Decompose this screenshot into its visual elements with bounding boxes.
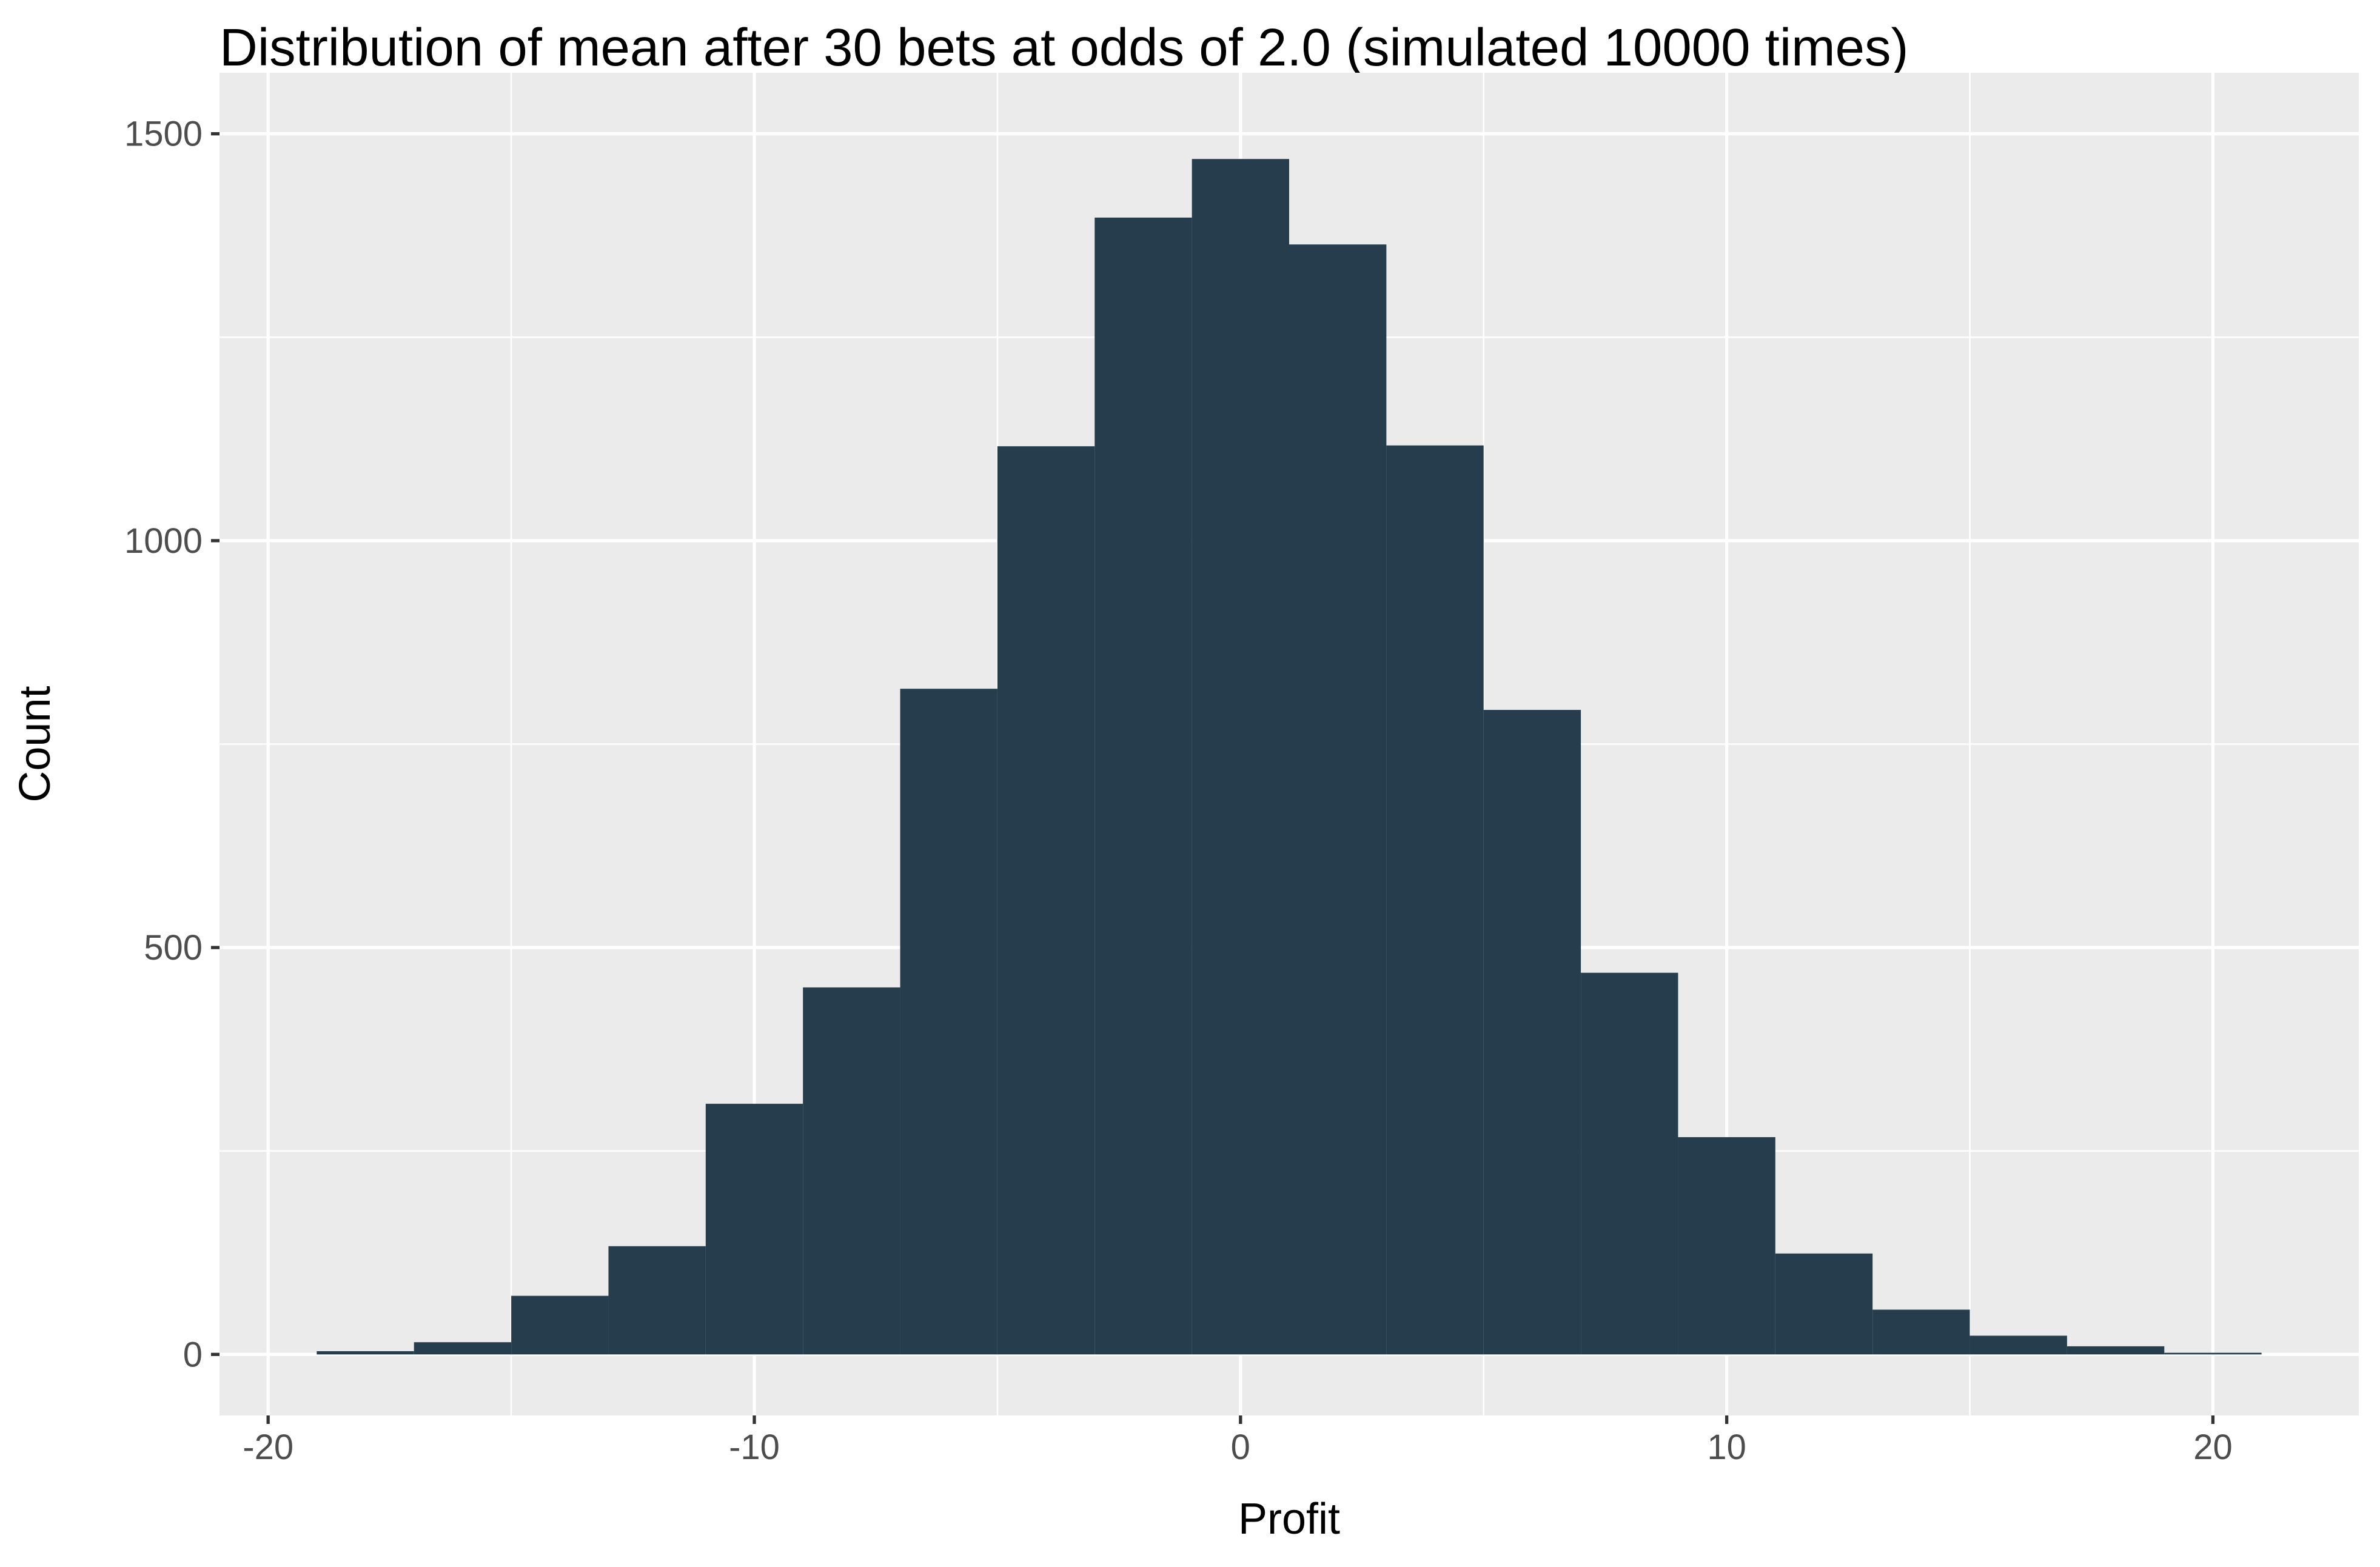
histogram-bar	[414, 1342, 512, 1355]
histogram-bar	[997, 446, 1095, 1355]
plot-panel	[220, 73, 2359, 1415]
x-tick-label: 20	[2193, 1428, 2233, 1467]
y-tick-label: 1000	[124, 521, 203, 561]
x-tick-label: 0	[1231, 1428, 1250, 1467]
histogram-bar	[900, 689, 997, 1355]
histogram-bar	[1483, 710, 1581, 1355]
chart-title: Distribution of mean after 30 bets at od…	[220, 18, 1909, 77]
histogram-bar	[608, 1246, 706, 1355]
histogram-bar	[803, 987, 900, 1355]
histogram-bar	[1775, 1253, 1873, 1355]
x-axis-label: Profit	[1238, 1495, 1340, 1543]
histogram-bar	[2067, 1346, 2165, 1355]
histogram-bar	[705, 1103, 803, 1355]
histogram-bar	[1581, 972, 1678, 1355]
histogram-bar	[1969, 1335, 2067, 1355]
y-axis: 0 500 1000 1500	[124, 115, 220, 1374]
histogram-bar	[317, 1351, 414, 1355]
histogram-bar	[2164, 1352, 2262, 1355]
x-tick-label: -10	[729, 1428, 780, 1467]
y-tick-label: 500	[144, 928, 203, 967]
histogram-bar	[1678, 1137, 1775, 1355]
x-axis: -20 -10 0 10 20	[243, 1415, 2233, 1467]
histogram-bar	[1094, 217, 1192, 1355]
y-tick-label: 0	[183, 1335, 203, 1374]
histogram-bar	[1192, 159, 1289, 1355]
y-tick-label: 1500	[124, 115, 203, 154]
x-tick-label: 10	[1707, 1428, 1746, 1467]
histogram-bar	[1289, 244, 1387, 1355]
histogram-bar	[1872, 1309, 1970, 1355]
histogram-bar	[1386, 445, 1484, 1355]
histogram-bar	[511, 1295, 609, 1355]
x-tick-label: -20	[243, 1428, 293, 1467]
y-axis-label: Count	[11, 686, 59, 802]
